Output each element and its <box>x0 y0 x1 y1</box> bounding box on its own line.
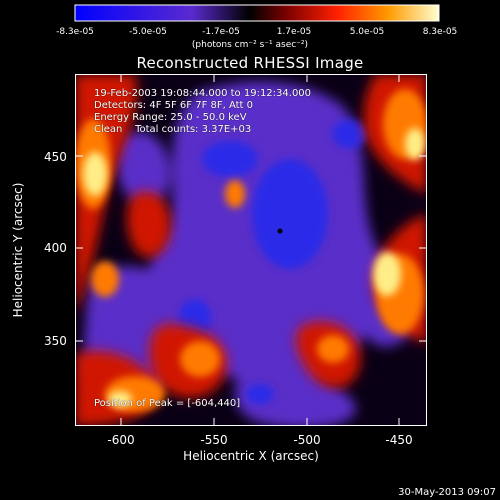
colorbar-gradient <box>74 4 440 22</box>
colorbar-units: (photons cm⁻² s⁻¹ asec⁻²) <box>191 40 309 50</box>
algorithm-text: Clean Total counts: 3.37E+03 <box>94 124 252 135</box>
colorbar-tick-label: -1.7e-05 <box>202 27 240 37</box>
y-axis-label: Heliocentric Y (arcsec) <box>11 182 25 318</box>
x-tick-label: -500 <box>293 433 321 447</box>
rhessi-image <box>75 74 427 426</box>
y-tick-label: 450 <box>44 150 67 164</box>
colorbar-tick-label: -5.0e-05 <box>129 27 167 37</box>
colorbar-tick-label: 5.0e-05 <box>349 27 385 37</box>
time-range-text: 19-Feb-2003 19:08:44.000 to 19:12:34.000 <box>94 88 312 99</box>
x-axis-label: Heliocentric X (arcsec) <box>183 449 319 463</box>
y-tick-label: 350 <box>44 334 67 348</box>
colorbar-tick-labels: -8.3e-05 -5.0e-05 -1.7e-05 1.7e-05 5.0e-… <box>0 27 500 39</box>
y-tick-label: 400 <box>44 241 67 255</box>
plot-frame <box>75 74 427 426</box>
x-tick-label: -550 <box>200 433 228 447</box>
info-block: 19-Feb-2003 19:08:44.000 to 19:12:34.000… <box>94 88 311 136</box>
peak-marker <box>277 228 283 234</box>
x-tick-label: -450 <box>385 433 413 447</box>
colorbar-tick-label: 8.3e-05 <box>422 27 458 37</box>
colorbar-tick-label: 1.7e-05 <box>276 27 312 37</box>
x-tick-label: -600 <box>107 433 135 447</box>
detectors-text: Detectors: 4F 5F 6F 7F 8F, Att 0 <box>94 100 254 111</box>
image-title: Reconstructed RHESSI Image <box>136 54 364 72</box>
colorbar-tick-label: -8.3e-05 <box>56 27 94 37</box>
peak-position-text: Position of Peak = [-604,440] <box>94 398 241 409</box>
footer-date: 30-May-2013 09:07 <box>398 487 496 498</box>
energy-range-text: Energy Range: 25.0 - 50.0 keV <box>94 112 247 123</box>
